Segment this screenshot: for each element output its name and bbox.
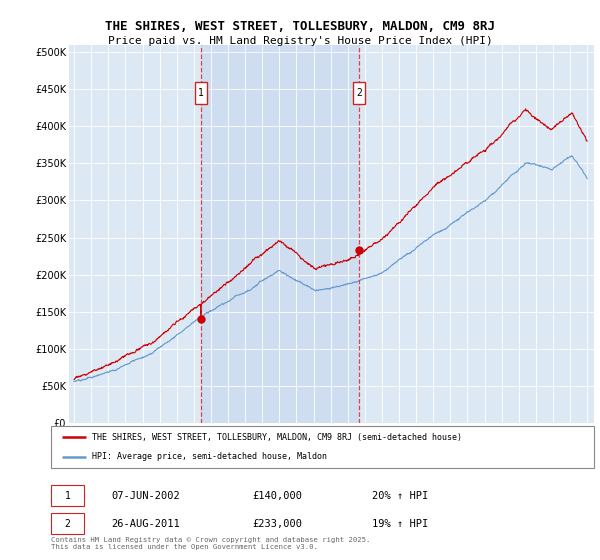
FancyBboxPatch shape <box>51 426 594 468</box>
Text: 1: 1 <box>198 88 204 98</box>
Bar <box>353 82 365 104</box>
Text: 07-JUN-2002: 07-JUN-2002 <box>111 491 180 501</box>
Bar <box>195 82 207 104</box>
Text: Price paid vs. HM Land Registry's House Price Index (HPI): Price paid vs. HM Land Registry's House … <box>107 36 493 46</box>
Text: 1: 1 <box>65 491 70 501</box>
Text: 2: 2 <box>356 88 362 98</box>
Text: 19% ↑ HPI: 19% ↑ HPI <box>372 519 428 529</box>
Text: £140,000: £140,000 <box>252 491 302 501</box>
Text: Contains HM Land Registry data © Crown copyright and database right 2025.
This d: Contains HM Land Registry data © Crown c… <box>51 537 370 550</box>
Text: 20% ↑ HPI: 20% ↑ HPI <box>372 491 428 501</box>
Text: 2: 2 <box>65 519 70 529</box>
Text: £233,000: £233,000 <box>252 519 302 529</box>
Text: THE SHIRES, WEST STREET, TOLLESBURY, MALDON, CM9 8RJ (semi-detached house): THE SHIRES, WEST STREET, TOLLESBURY, MAL… <box>92 433 462 442</box>
Text: THE SHIRES, WEST STREET, TOLLESBURY, MALDON, CM9 8RJ: THE SHIRES, WEST STREET, TOLLESBURY, MAL… <box>105 20 495 32</box>
Text: 26-AUG-2011: 26-AUG-2011 <box>111 519 180 529</box>
Text: HPI: Average price, semi-detached house, Maldon: HPI: Average price, semi-detached house,… <box>92 452 327 461</box>
Bar <box>201 45 359 423</box>
